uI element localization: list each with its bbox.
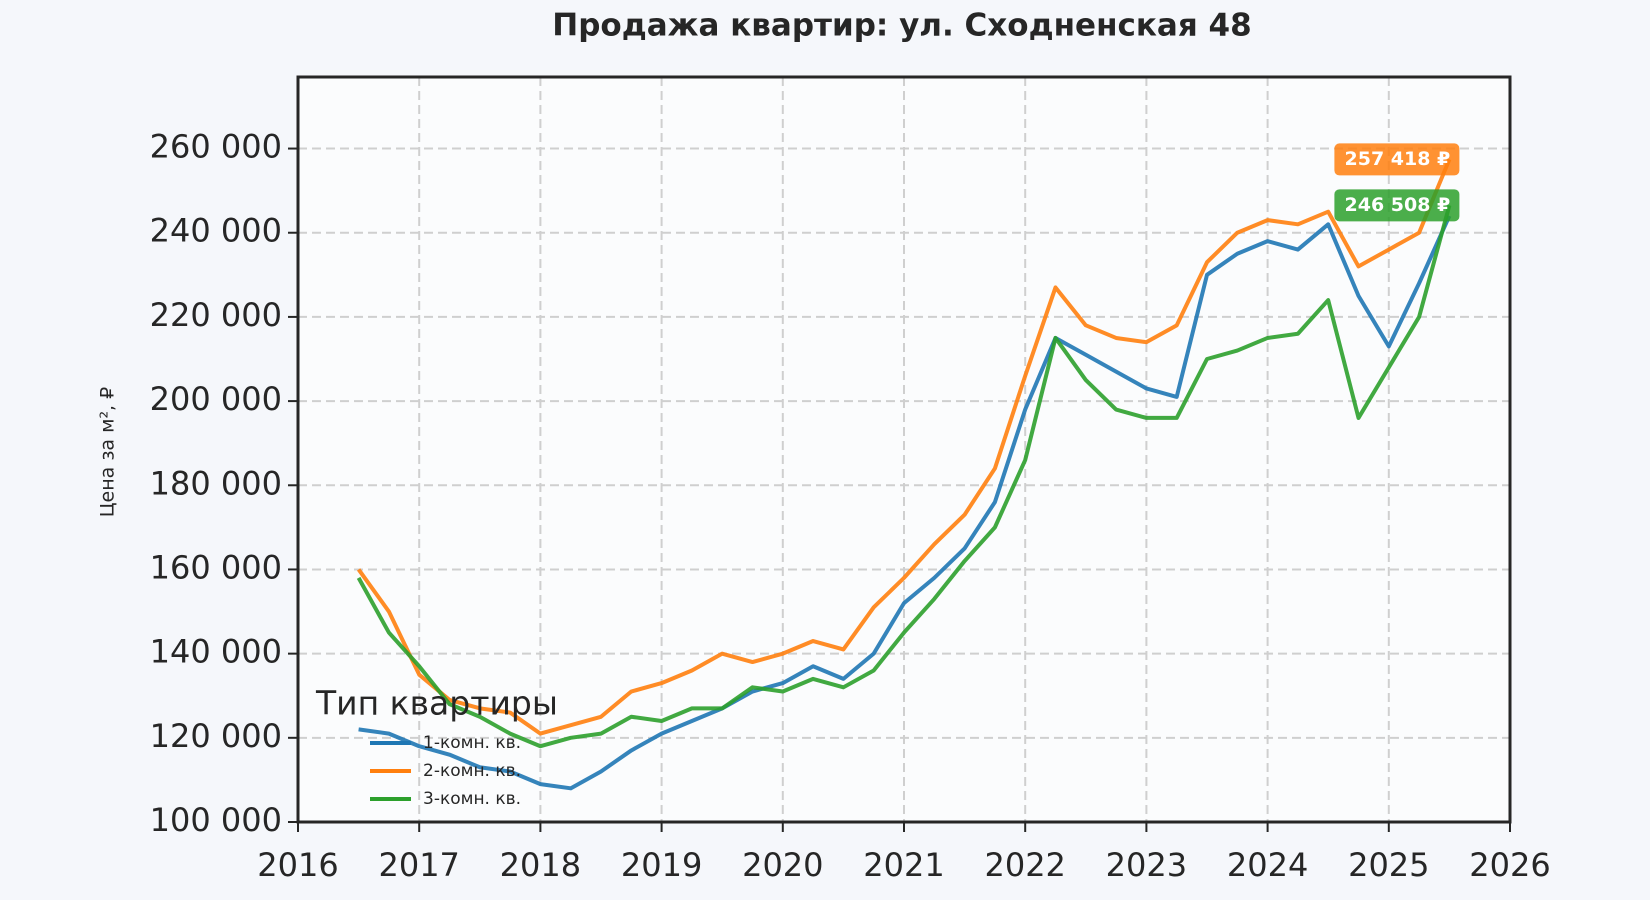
- y-axis-label: Цена за м², ₽: [97, 387, 119, 517]
- legend-label: 1-комн. кв.: [423, 733, 521, 753]
- x-tick-label: 2023: [1106, 846, 1187, 884]
- value-label: 246 508 ₽: [1345, 194, 1451, 216]
- value-label-box: [1334, 143, 1460, 176]
- x-tick-label: 2020: [742, 846, 823, 884]
- legend-label: 2-комн. кв.: [423, 761, 521, 781]
- y-tick-label: 100 000: [150, 801, 282, 839]
- y-tick-label: 120 000: [150, 717, 282, 755]
- x-tick-label: 2024: [1227, 846, 1308, 884]
- y-tick-label: 140 000: [150, 633, 282, 671]
- y-tick-label: 160 000: [150, 548, 282, 586]
- y-tick-label: 220 000: [150, 296, 282, 334]
- x-tick-label: 2016: [257, 846, 338, 884]
- plot-frame: [296, 75, 1512, 824]
- series-line: [358, 215, 1452, 791]
- x-tick-label: 2021: [863, 846, 944, 884]
- x-tick-label: 2022: [984, 846, 1065, 884]
- series-line: [356, 158, 1452, 736]
- legend-title: Тип квартиры: [315, 684, 558, 723]
- x-tick-label: 2017: [378, 846, 459, 884]
- x-tick-label: 2026: [1469, 846, 1550, 884]
- y-tick-label: 180 000: [150, 464, 282, 502]
- y-tick-label: 260 000: [150, 128, 282, 166]
- y-tick-label: 240 000: [150, 212, 282, 250]
- value-label-box: [1334, 189, 1460, 222]
- x-tick-label: 2018: [500, 846, 581, 884]
- x-tick-label: 2025: [1348, 846, 1429, 884]
- y-tick-label: 200 000: [150, 380, 282, 418]
- legend-label: 3-комн. кв.: [423, 789, 521, 809]
- series-line: [356, 204, 1452, 749]
- value-label: 257 418 ₽: [1345, 148, 1451, 170]
- x-tick-label: 2019: [621, 846, 702, 884]
- chart-title: Продажа квартир: ул. Сходненская 48: [552, 8, 1251, 44]
